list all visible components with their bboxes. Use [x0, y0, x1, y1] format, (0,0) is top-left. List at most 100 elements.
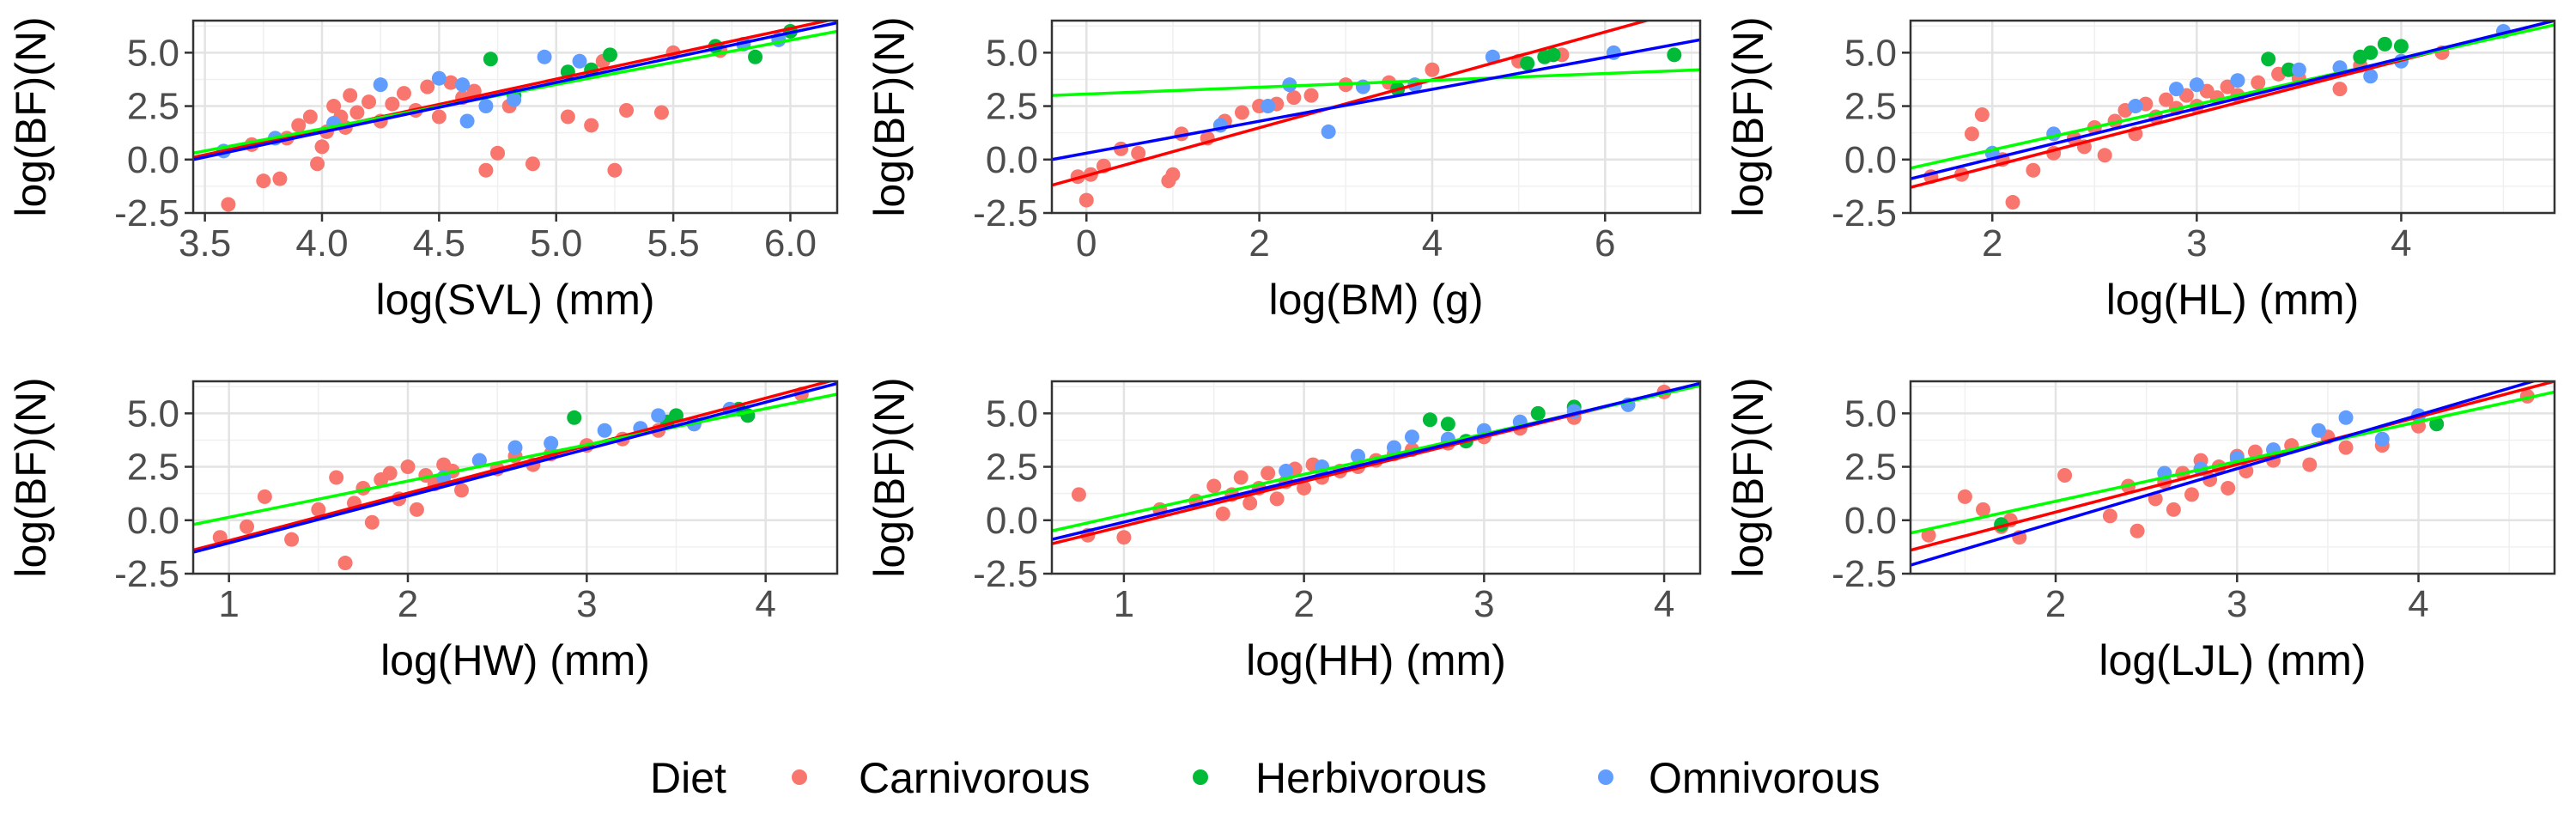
- y-tick-label: -2.5: [973, 192, 1038, 234]
- data-point-omnivorous: [2189, 77, 2204, 93]
- y-tick-label: 5.0: [986, 392, 1038, 435]
- data-point-omnivorous: [1386, 440, 1401, 455]
- chart-panels: 3.5 4.0 4.5 5.0 5.5 6.0 -2.5 0.0 2.5 5.0 log(SVL) …: [7, 16, 2556, 684]
- data-point-omnivorous: [1351, 448, 1366, 464]
- data-point-omnivorous: [1279, 464, 1294, 479]
- panel-border: [1909, 380, 2556, 575]
- panel-background: [1911, 381, 2555, 574]
- data-point-omnivorous: [2338, 410, 2354, 425]
- data-point-omnivorous: [2363, 69, 2379, 84]
- panel-2: 0 2 4 6 -2.5 0.0 2.5 5.0 log(BM) (g) log(BF)(N): [866, 16, 1702, 324]
- data-point-carnivorous: [1131, 145, 1146, 161]
- x-tick-label: 5.5: [647, 222, 700, 265]
- data-point-carnivorous: [1286, 90, 1302, 106]
- data-point-omnivorous: [431, 70, 447, 86]
- y-axis-title: log(BF)(N): [866, 377, 914, 577]
- data-point-carnivorous: [343, 88, 358, 103]
- panel-3: 2 3 4 -2.5 0.0 2.5 5.0 log(HL) (mm) log(BF)(N): [1724, 16, 2556, 324]
- data-point-carnivorous: [2251, 75, 2266, 90]
- y-axis-title: log(BF)(N): [866, 16, 914, 216]
- data-point-omnivorous: [2128, 99, 2143, 114]
- data-point-carnivorous: [607, 162, 623, 178]
- data-point-carnivorous: [1303, 88, 1319, 103]
- data-point-carnivorous: [310, 156, 325, 172]
- x-tick-label: 6.0: [764, 222, 817, 265]
- data-point-omnivorous: [2169, 82, 2184, 97]
- data-point-carnivorous: [326, 99, 342, 114]
- data-point-omnivorous: [455, 77, 471, 93]
- panel-border: [191, 19, 839, 215]
- x-tick-label: 0: [1076, 222, 1097, 265]
- x-axis-title: log(HH) (mm): [1246, 636, 1506, 684]
- y-tick-label: 0.0: [127, 500, 179, 542]
- panel-4: 1 2 3 4 -2.5 0.0 2.5 5.0 log(HW) (mm) log(BF)(N): [7, 377, 839, 684]
- data-layer: [1911, 381, 2555, 567]
- data-layer: [1052, 381, 1700, 545]
- data-point-carnivorous: [525, 156, 540, 172]
- panel-5: 1 2 3 4 -2.5 0.0 2.5 5.0 log(HH) (mm) log(BF)(N): [866, 377, 1702, 684]
- data-point-omnivorous: [1321, 124, 1336, 139]
- data-point-carnivorous: [1261, 465, 1276, 481]
- panel-6: 2 3 4 -2.5 0.0 2.5 5.0 log(LJL) (mm) log(BF)(N): [1724, 377, 2556, 684]
- legend-key-herbivorous: [1193, 769, 1208, 785]
- data-point-carnivorous: [1234, 105, 1249, 120]
- fit-line-carnivorous: [1911, 381, 2555, 552]
- y-tick-label: 5.0: [986, 32, 1038, 74]
- data-point-carnivorous: [2338, 440, 2354, 455]
- data-point-carnivorous: [314, 139, 330, 155]
- data-layer: [193, 21, 837, 212]
- data-point-carnivorous: [385, 96, 400, 112]
- panel-border: [1050, 19, 1702, 215]
- legend-label-herbivorous: Herbivorous: [1255, 754, 1487, 802]
- y-tick-label: -2.5: [114, 192, 179, 234]
- y-tick-label: 2.5: [127, 86, 179, 128]
- fit-line-herbivorous: [1911, 23, 2555, 170]
- fit-line-herbivorous: [193, 392, 837, 526]
- data-point-carnivorous: [420, 79, 435, 94]
- y-axis-title: log(BF)(N): [1724, 377, 1772, 577]
- data-point-herbivorous: [567, 410, 582, 425]
- data-point-omnivorous: [507, 92, 522, 107]
- data-point-carnivorous: [337, 556, 353, 571]
- data-point-omnivorous: [373, 77, 388, 93]
- data-point-carnivorous: [364, 514, 380, 530]
- legend: Diet Carnivorous Herbivorous Omnivorous: [650, 754, 1880, 802]
- y-tick-label: -2.5: [1832, 192, 1897, 234]
- data-point-carnivorous: [431, 109, 447, 125]
- y-tick-label: 5.0: [1844, 32, 1897, 74]
- data-point-herbivorous: [2429, 417, 2445, 432]
- x-tick-label: 2: [1293, 583, 1314, 625]
- x-tick-label: 4: [1654, 583, 1674, 625]
- data-point-carnivorous: [1297, 480, 1312, 496]
- fit-line-herbivorous: [1052, 68, 1700, 97]
- data-point-herbivorous: [1440, 417, 1455, 432]
- legend-key-omnivorous: [1598, 769, 1613, 785]
- data-point-herbivorous: [483, 52, 498, 67]
- fit-line-carnivorous: [193, 381, 835, 552]
- data-point-carnivorous: [400, 459, 416, 475]
- data-point-omnivorous: [2311, 423, 2326, 438]
- x-tick-label: 3: [576, 583, 597, 625]
- data-point-carnivorous: [2302, 457, 2318, 472]
- data-point-herbivorous: [748, 49, 763, 64]
- data-point-omnivorous: [471, 453, 487, 468]
- y-axis-title: log(BF)(N): [7, 16, 55, 216]
- data-point-carnivorous: [1974, 107, 1990, 123]
- fit-line-omnivorous: [1911, 381, 2538, 567]
- data-layer: [1911, 21, 2555, 210]
- data-point-carnivorous: [240, 519, 254, 534]
- panel-border: [1050, 380, 1702, 575]
- panel-border: [191, 380, 839, 575]
- data-point-carnivorous: [2221, 480, 2236, 496]
- data-point-herbivorous: [2363, 45, 2379, 60]
- x-tick-label: 1: [218, 583, 239, 625]
- y-tick-label: 2.5: [986, 447, 1038, 489]
- legend-label-omnivorous: Omnivorous: [1649, 754, 1880, 802]
- data-point-carnivorous: [1964, 126, 1979, 142]
- data-point-carnivorous: [257, 489, 272, 504]
- data-point-carnivorous: [560, 109, 575, 125]
- data-point-carnivorous: [2026, 162, 2041, 178]
- data-point-omnivorous: [1261, 99, 1276, 114]
- x-tick-label: 2: [1982, 222, 2002, 265]
- data-point-herbivorous: [2261, 52, 2276, 67]
